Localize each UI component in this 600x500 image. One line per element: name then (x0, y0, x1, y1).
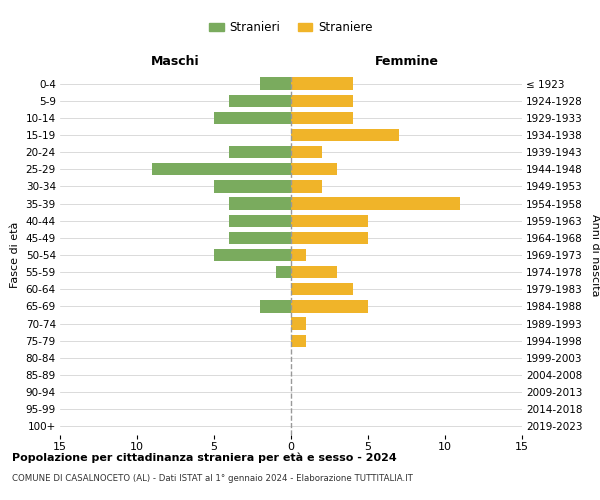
Bar (291, 266, 337, 278)
Bar (291, 163, 337, 175)
Bar (291, 112, 353, 124)
Bar (260, 78, 291, 90)
Bar (291, 198, 460, 209)
Legend: Stranieri, Straniere: Stranieri, Straniere (205, 16, 377, 38)
Bar (291, 334, 307, 347)
Bar (291, 180, 322, 192)
Bar (152, 163, 291, 175)
Bar (229, 146, 291, 158)
Bar (291, 78, 353, 90)
Bar (229, 198, 291, 209)
Bar (291, 214, 368, 227)
Bar (291, 129, 399, 141)
Bar (275, 266, 291, 278)
Bar (291, 318, 307, 330)
Bar (291, 249, 307, 261)
Bar (214, 112, 291, 124)
Bar (214, 180, 291, 192)
Bar (291, 300, 368, 312)
Y-axis label: Anni di nascita: Anni di nascita (590, 214, 599, 296)
Text: Popolazione per cittadinanza straniera per età e sesso - 2024: Popolazione per cittadinanza straniera p… (12, 452, 397, 463)
Bar (291, 94, 353, 107)
Bar (229, 94, 291, 107)
Bar (291, 283, 353, 296)
Bar (291, 232, 368, 244)
Y-axis label: Fasce di età: Fasce di età (10, 222, 20, 288)
Bar (229, 232, 291, 244)
Text: COMUNE DI CASALNOCETO (AL) - Dati ISTAT al 1° gennaio 2024 - Elaborazione TUTTIT: COMUNE DI CASALNOCETO (AL) - Dati ISTAT … (12, 474, 413, 483)
Bar (214, 249, 291, 261)
Text: Femmine: Femmine (374, 55, 439, 68)
Bar (229, 214, 291, 227)
Text: Maschi: Maschi (151, 55, 200, 68)
Bar (260, 300, 291, 312)
Bar (291, 146, 322, 158)
